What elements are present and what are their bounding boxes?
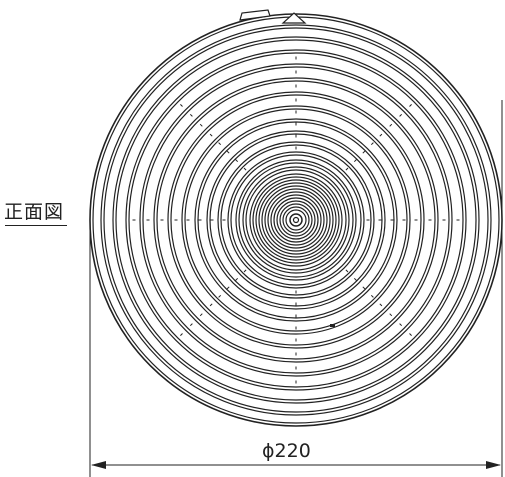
top-tab (239, 9, 271, 21)
ring (270, 194, 322, 246)
diameter-dimension-label: ϕ220 (262, 440, 311, 462)
tick-mark (379, 303, 383, 307)
tick-mark (243, 269, 247, 273)
tick-mark (345, 269, 349, 273)
ring (153, 77, 439, 363)
ring (267, 191, 325, 249)
ring (242, 166, 350, 274)
ring (112, 36, 480, 404)
ring (220, 144, 372, 296)
tick-mark (189, 323, 193, 327)
ring (156, 80, 436, 360)
ring (235, 159, 357, 281)
tick-mark (409, 104, 412, 107)
tick-mark (209, 133, 213, 137)
tick-mark (199, 123, 203, 127)
tick-mark (199, 313, 203, 317)
tick-mark (235, 277, 239, 281)
hub-circle (289, 213, 303, 227)
tick-mark (409, 333, 412, 336)
tick-mark (370, 142, 374, 146)
tick-mark (399, 323, 403, 327)
ring (279, 203, 313, 237)
tick-mark (235, 159, 239, 163)
tick-mark (180, 104, 183, 107)
ring (184, 108, 408, 332)
ring (167, 91, 425, 349)
ring (264, 188, 328, 252)
ring (261, 185, 331, 255)
ring (227, 151, 365, 289)
ring (230, 154, 362, 286)
tick-mark (362, 286, 366, 290)
concentric-rings (89, 13, 503, 427)
ring (249, 173, 343, 267)
ring (285, 209, 307, 231)
tick-mark (218, 294, 222, 298)
ring (217, 141, 375, 299)
tick-mark (389, 123, 393, 127)
dimension-arrow-left-icon (91, 461, 106, 469)
ring (89, 13, 503, 427)
ring (142, 66, 450, 374)
tick-mark (209, 303, 213, 307)
tick-mark (399, 113, 403, 117)
ring (258, 182, 334, 258)
ring (255, 179, 337, 261)
tick-mark (345, 167, 349, 171)
hub-inner-circle (292, 216, 300, 224)
tick-mark (353, 277, 357, 281)
ring (103, 27, 489, 413)
dimension-arrow-right-icon (486, 461, 501, 469)
small-mark (330, 324, 335, 327)
radial-tick-marks (132, 56, 460, 384)
ring (282, 206, 310, 234)
tick-mark (218, 142, 222, 146)
ring (139, 63, 453, 377)
ring (245, 169, 347, 271)
tick-mark (189, 113, 193, 117)
tick-mark (226, 150, 230, 154)
view-label-underline (5, 225, 67, 226)
ring (238, 162, 354, 278)
ring (197, 121, 395, 319)
ring (273, 197, 319, 243)
tick-mark (370, 294, 374, 298)
ring (194, 118, 398, 322)
ring (252, 176, 340, 264)
ring (128, 52, 464, 388)
ring (181, 105, 411, 335)
tick-mark (243, 167, 247, 171)
tick-mark (362, 150, 366, 154)
tick-mark (353, 159, 357, 163)
ring (100, 24, 492, 416)
ring (125, 49, 467, 391)
view-label: 正面図 (4, 201, 65, 223)
ring (170, 94, 422, 346)
ring (115, 39, 477, 401)
tick-mark (180, 333, 183, 336)
alignment-triangle-icon (281, 12, 307, 24)
ring (276, 200, 316, 240)
tick-mark (226, 286, 230, 290)
ring (209, 133, 383, 307)
ring (206, 130, 386, 310)
tick-mark (389, 313, 393, 317)
tick-mark (379, 133, 383, 137)
